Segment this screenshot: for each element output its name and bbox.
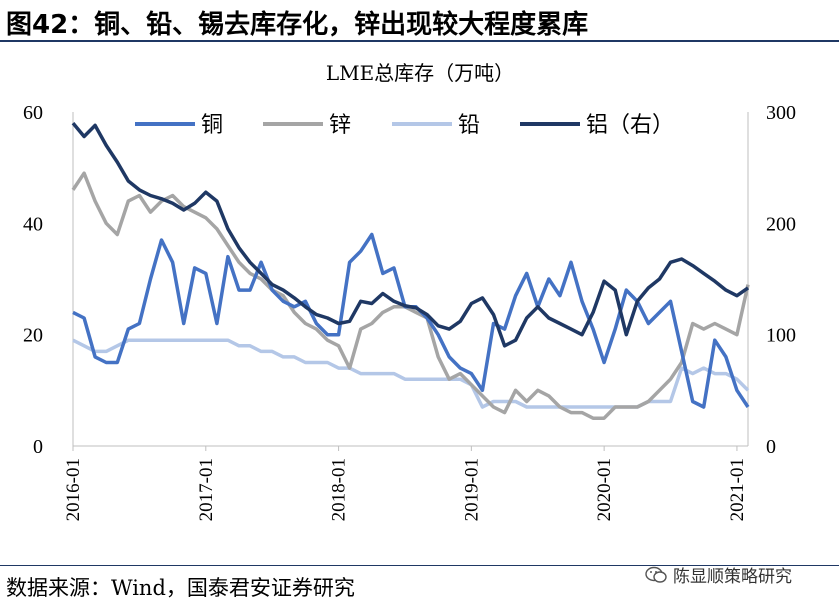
series-line-aluminum: [71, 121, 750, 348]
legend-label-copper: 铜: [201, 113, 223, 138]
y-left-tick-label: 20: [23, 325, 43, 347]
title-divider: [0, 40, 839, 42]
y-left-tick-label: 60: [23, 102, 43, 124]
x-tick-label: 2019-01: [461, 458, 482, 521]
legend-label-lead: 铅: [458, 113, 480, 138]
chart-title: LME总库存（万吨）: [326, 61, 514, 85]
series-lines: [71, 121, 750, 420]
y-right-tick-label: 300: [766, 102, 796, 124]
y-right-tick-label: 0: [766, 436, 776, 458]
watermark-text: 陈显顺策略研究: [673, 567, 792, 587]
figure-title: 图42：铜、铅、锡去库存化，锌出现较大程度累库: [6, 10, 589, 40]
watermark: 陈显顺策略研究: [645, 562, 792, 587]
x-tick-label: 2016-01: [63, 458, 84, 521]
footer-divider: [0, 565, 839, 566]
legend-label-aluminum: 铝（右）: [586, 113, 674, 138]
x-tick-label: 2018-01: [329, 458, 350, 521]
wechat-icon: [645, 566, 667, 583]
x-tick-label: 2020-01: [594, 458, 615, 521]
series-line-lead: [72, 338, 750, 409]
axes: 0 20 40 60 0 100 200 300 2016-01 2017-01 2018-01 20…: [23, 102, 796, 521]
series-line-zinc: [71, 171, 750, 420]
y-right-tick-label: 100: [766, 325, 796, 347]
legend-label-zinc: 锌: [329, 113, 351, 138]
y-left-tick-label: 0: [33, 436, 43, 458]
legend: 铜 锌 铅 铝（右）: [135, 113, 674, 138]
series-line-copper: [72, 232, 750, 409]
source-note: 数据来源：Wind，国泰君安证券研究: [6, 576, 355, 600]
x-tick-label: 2017-01: [196, 458, 217, 521]
x-tick-label: 2021-01: [727, 458, 748, 521]
y-right-tick-label: 200: [766, 213, 796, 235]
inventory-line-chart: LME总库存（万吨） 0 20 40 60 0 100 200 300 2016-01 2017-…: [23, 61, 796, 521]
y-left-tick-label: 40: [23, 213, 43, 235]
